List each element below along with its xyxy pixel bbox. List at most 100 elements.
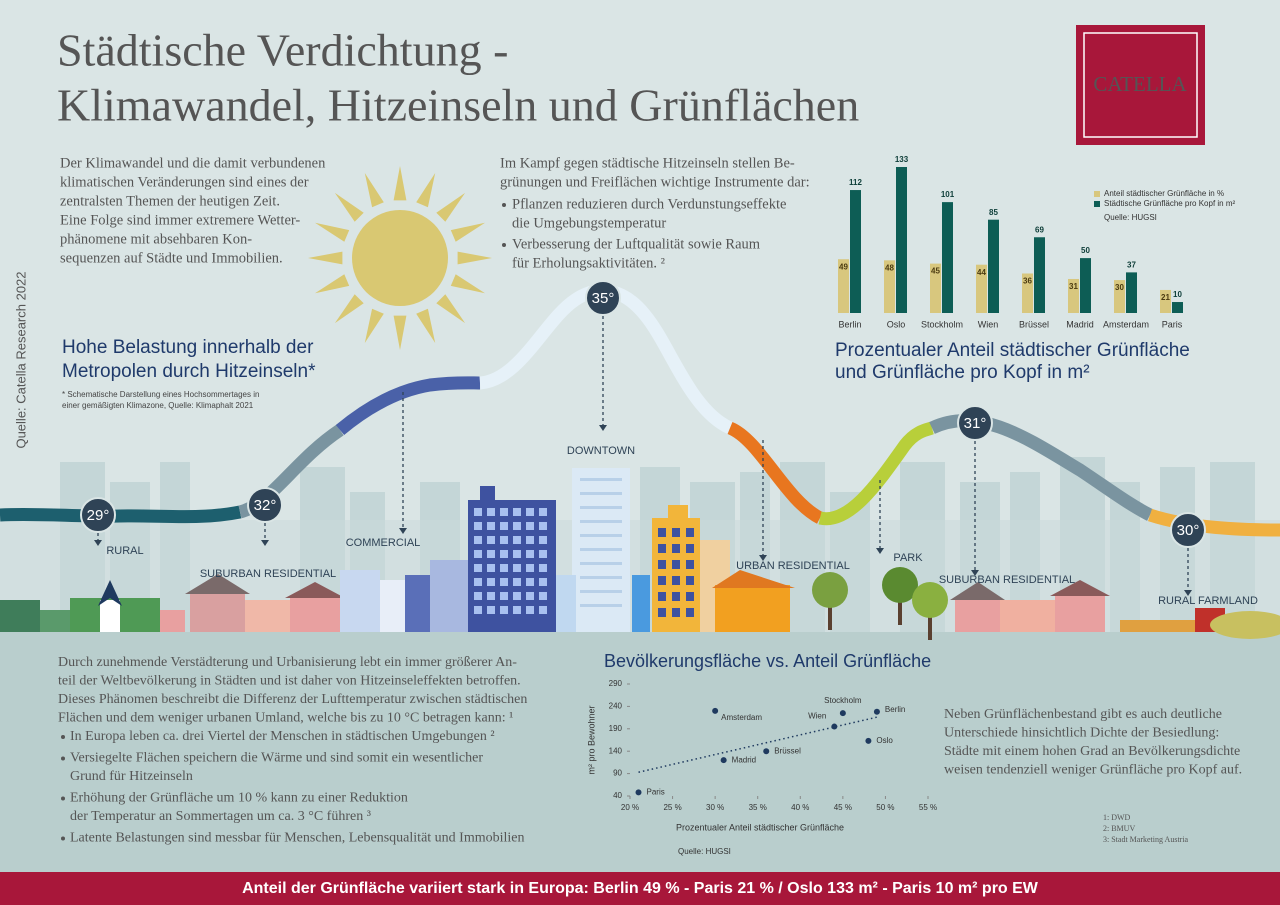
section-title: Metropolen durch Hitzeinseln*: [62, 361, 316, 382]
arrow-head: [599, 425, 607, 431]
zone-label: DOWNTOWN: [567, 445, 635, 457]
temperature-badge: [247, 487, 283, 523]
window-band: [580, 562, 622, 565]
footnote: 2: BMUV: [1103, 824, 1135, 833]
sun-ray: [393, 166, 407, 201]
bullet: [502, 203, 506, 207]
zone-label: RURAL FARMLAND: [1158, 595, 1258, 607]
y-axis-label: m² pro Bewohner: [586, 705, 596, 774]
roof: [712, 570, 795, 588]
value-label: 101: [941, 190, 955, 199]
value-label: 45: [931, 267, 940, 276]
point: [865, 737, 872, 744]
window: [474, 606, 482, 614]
bullet-text: In Europa leben ca. drei Viertel der Men…: [70, 729, 495, 744]
window: [500, 606, 508, 614]
value-label: 21: [1161, 293, 1170, 302]
window: [513, 564, 521, 572]
zone-label: SUBURBAN RESIDENTIAL: [200, 568, 336, 580]
arrow-head: [759, 555, 767, 561]
window: [513, 578, 521, 586]
intro-text: klimatischen Veränderungen sind eines de…: [60, 174, 309, 190]
point-label: Amsterdam: [721, 713, 762, 722]
body-text: Neben Grünflächenbestand gibt es auch de…: [944, 707, 1222, 722]
roof: [950, 582, 1005, 600]
window: [526, 522, 534, 530]
temperature-curve: [818, 421, 934, 526]
sun-ray: [308, 251, 343, 265]
window: [658, 560, 666, 569]
bar: [1034, 237, 1045, 313]
window: [513, 606, 521, 614]
bar: [1022, 273, 1033, 313]
x-tick-label: Amsterdam: [1103, 319, 1149, 329]
window: [513, 536, 521, 544]
bullet: [61, 836, 65, 841]
section-title: Hohe Belastung innerhalb der: [62, 337, 314, 358]
source: Quelle: HUGSI: [1104, 213, 1157, 222]
trunk: [828, 590, 832, 630]
body-text: weisen tendenziell weniger Grünfläche pr…: [944, 763, 1242, 778]
bar: [976, 264, 987, 313]
bullet-text: Verbesserung der Luftqualität sowie Raum: [512, 236, 761, 252]
window: [513, 522, 521, 530]
house: [1000, 600, 1055, 632]
building: [160, 610, 185, 632]
x-tick-label: 20 %: [621, 803, 639, 812]
sun-ray: [416, 308, 436, 343]
sun-ray: [364, 173, 384, 208]
window: [539, 522, 547, 530]
logo-box: [1076, 25, 1205, 145]
sun-ray: [436, 294, 466, 324]
window: [539, 592, 547, 600]
body-text: Dieses Phänomen beschreibt die Differenz…: [58, 692, 527, 707]
x-tick-label: 50 %: [876, 803, 894, 812]
point: [839, 710, 846, 717]
point-label: Madrid: [732, 755, 756, 764]
body-text: teil der Weltbevölkerung in Städten und …: [58, 674, 521, 689]
bar: [930, 263, 941, 313]
house: [955, 598, 1000, 632]
window: [686, 528, 694, 537]
bar: [988, 219, 999, 313]
note: * Schematische Darstellung eines Hochsom…: [62, 390, 259, 399]
window: [539, 536, 547, 544]
sun-ray: [450, 222, 485, 242]
window: [658, 528, 666, 537]
house: [290, 596, 340, 632]
note: einer gemäßigten Klimazone, Quelle: Klim…: [62, 401, 254, 410]
footnote: 3: Stadt Marketing Austria: [1103, 835, 1189, 844]
x-tick-label: Madrid: [1066, 319, 1094, 329]
window: [526, 592, 534, 600]
window: [487, 536, 495, 544]
trunk: [898, 585, 902, 625]
window: [686, 544, 694, 553]
window: [513, 550, 521, 558]
temperature-curve: [0, 505, 242, 524]
window: [474, 564, 482, 572]
point-label: Wien: [808, 712, 826, 721]
bullet-text: für Erholungsaktivitäten. ²: [512, 255, 666, 271]
hill: [1210, 611, 1280, 639]
x-tick-label: 45 %: [834, 803, 852, 812]
building: [556, 575, 576, 632]
sun-ray: [416, 173, 436, 208]
value-label: 10: [1173, 290, 1182, 299]
x-tick-label: Wien: [978, 319, 999, 329]
bar: [1172, 302, 1183, 313]
window: [513, 592, 521, 600]
window-band: [580, 478, 622, 481]
point: [720, 757, 727, 764]
title: Städtische Verdichtung -: [57, 25, 508, 76]
window: [487, 578, 495, 586]
window-band: [580, 576, 622, 579]
value-label: 30: [1115, 283, 1124, 292]
window: [658, 592, 666, 601]
window: [474, 550, 482, 558]
window: [539, 564, 547, 572]
bar: [1068, 278, 1079, 313]
footnote: 1: DWD: [1103, 813, 1131, 822]
roof: [185, 574, 250, 594]
tree: [882, 567, 918, 603]
window: [474, 578, 482, 586]
